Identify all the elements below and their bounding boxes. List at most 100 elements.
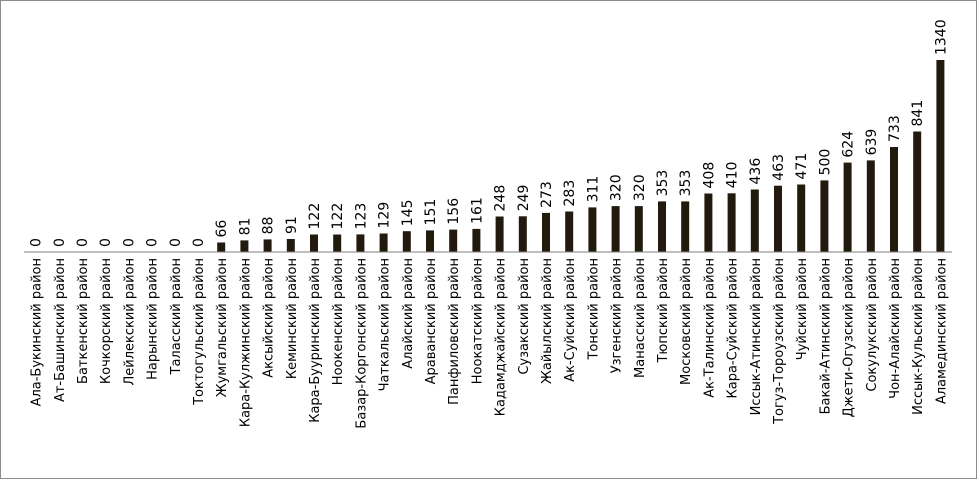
- category-label-4: Лейлекский район: [122, 258, 137, 386]
- value-label-22: 273: [539, 181, 555, 208]
- value-label-9: 81: [237, 218, 253, 236]
- category-label-32: Тогуз-Тороузский район: [772, 258, 787, 425]
- value-label-31: 436: [748, 158, 764, 185]
- category-label-18: Панфиловский район: [447, 258, 462, 405]
- bar-12: [310, 234, 318, 252]
- bar-31: [750, 189, 759, 252]
- category-label-11: Кеминский район: [285, 258, 300, 379]
- bar-39: [936, 60, 945, 252]
- bar-15: [379, 233, 388, 252]
- bar-21: [518, 216, 527, 252]
- bars-layer: [217, 60, 945, 252]
- category-label-6: Таласский район: [169, 258, 184, 375]
- bar-17: [426, 230, 434, 252]
- value-label-23: 283: [562, 180, 578, 207]
- value-label-28: 353: [678, 170, 694, 197]
- value-label-11: 91: [284, 216, 300, 234]
- category-label-33: Чуйский район: [795, 258, 810, 360]
- bar-27: [658, 201, 666, 252]
- category-label-27: Тюпский район: [656, 258, 671, 364]
- bar-29: [704, 193, 713, 252]
- value-labels-layer: 0 0 0 0 0 0 0 066 81 88 91 122 122 123 129 145 151 156 161…: [29, 19, 950, 247]
- category-label-24: Тонский район: [586, 258, 601, 361]
- category-label-13: Ноокенский район: [331, 258, 346, 385]
- category-label-10: Аксыйский район: [262, 258, 277, 378]
- category-label-22: Жайылский район: [540, 258, 555, 384]
- bar-30: [727, 193, 736, 252]
- category-label-31: Иссык-Атинский район: [749, 258, 764, 415]
- value-label-10: 88: [261, 217, 277, 235]
- value-label-32: 463: [771, 154, 787, 181]
- value-label-17: 151: [423, 199, 439, 226]
- value-label-36: 639: [864, 129, 880, 156]
- category-label-23: Ак-Суйский район: [563, 258, 578, 382]
- category-label-1: Ат-Башинский район: [53, 258, 68, 402]
- value-label-13: 122: [330, 203, 346, 230]
- value-label-18: 156: [446, 198, 462, 225]
- value-label-16: 145: [400, 199, 416, 226]
- category-label-9: Кара-Кулжинский район: [238, 258, 253, 427]
- value-label-20: 248: [493, 185, 509, 212]
- category-labels-layer: Ала-Букинский район Ат-Башинский район Бат…: [30, 258, 950, 429]
- value-label-27: 353: [655, 170, 671, 197]
- bar-26: [634, 206, 643, 252]
- bar-35: [843, 162, 852, 252]
- category-label-17: Араванский район: [424, 258, 439, 384]
- category-label-36: Сокулукский район: [865, 258, 880, 392]
- value-label-38: 841: [910, 100, 926, 127]
- category-label-25: Узгенский район: [610, 258, 625, 373]
- category-label-38: Иссык-Кульский район: [911, 258, 926, 415]
- category-label-35: Джети-Огузский район: [842, 258, 857, 417]
- bar-16: [402, 231, 411, 252]
- bar-25: [611, 206, 620, 252]
- bar-20: [495, 216, 504, 252]
- bar-36: [866, 160, 875, 252]
- value-label-26: 320: [632, 174, 648, 201]
- category-label-16: Алайский район: [401, 258, 416, 369]
- bar-38: [913, 131, 922, 252]
- value-label-12: 122: [307, 203, 323, 230]
- bar-37: [890, 147, 898, 252]
- value-label-8: 66: [214, 220, 230, 238]
- category-label-30: Кара-Суйский район: [726, 258, 741, 398]
- category-label-8: Жумгальский район: [215, 258, 230, 397]
- bar-11: [286, 239, 295, 252]
- value-label-21: 249: [516, 185, 532, 212]
- bar-9: [240, 240, 249, 252]
- value-label-24: 311: [585, 176, 601, 203]
- category-label-26: Манасский район: [633, 258, 648, 378]
- value-label-15: 129: [377, 202, 393, 229]
- value-label-33: 471: [794, 153, 810, 180]
- category-label-37: Чон-Алайский район: [888, 258, 903, 399]
- value-label-7: 0: [191, 238, 207, 247]
- bar-23: [565, 211, 574, 252]
- bar-18: [449, 229, 458, 252]
- bar-28: [681, 201, 690, 252]
- category-label-7: Токтогульский район: [192, 258, 207, 406]
- bar-22: [542, 212, 550, 252]
- category-label-20: Кадамджайский район: [494, 258, 509, 416]
- value-label-19: 161: [469, 197, 485, 224]
- category-label-15: Чаткальский район: [378, 258, 393, 391]
- category-label-34: Бакай-Атинский район: [818, 258, 833, 414]
- category-label-5: Нарынский район: [146, 258, 161, 380]
- bar-24: [588, 207, 597, 252]
- value-label-3: 0: [98, 238, 114, 247]
- category-label-3: Кочкорский район: [99, 258, 114, 384]
- bar-34: [820, 180, 829, 252]
- bar-19: [472, 228, 481, 252]
- value-label-35: 624: [841, 131, 857, 158]
- value-label-0: 0: [29, 238, 45, 247]
- bar-32: [774, 185, 782, 252]
- category-label-0: Ала-Букинский район: [30, 258, 45, 406]
- bar-10: [263, 239, 272, 252]
- value-label-34: 500: [817, 149, 833, 176]
- value-label-5: 0: [145, 238, 161, 247]
- value-label-29: 408: [701, 162, 717, 189]
- category-label-29: Ак-Талинский район: [702, 258, 717, 398]
- category-label-28: Московский район: [679, 258, 694, 385]
- value-label-4: 0: [121, 238, 137, 247]
- bar-8: [217, 242, 226, 252]
